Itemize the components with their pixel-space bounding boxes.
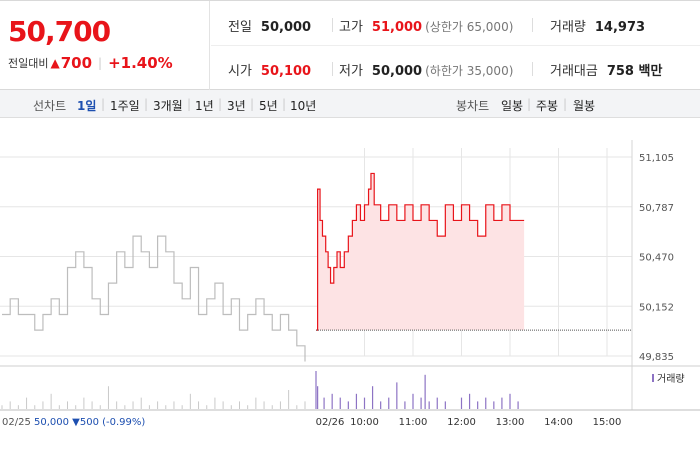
divider: | <box>218 97 223 111</box>
x-tick-label: 10:00 <box>350 417 379 428</box>
period-3y[interactable]: 3년 <box>227 99 246 113</box>
info-value: 51,000 <box>371 20 423 35</box>
chart-grid <box>0 140 700 411</box>
divider <box>211 45 700 46</box>
volume-legend-swatch <box>652 374 654 382</box>
divider <box>332 18 333 32</box>
prev-day-date-label: 02/25 <box>2 417 31 428</box>
info-sub: (하한가 35,000) <box>425 64 514 78</box>
volume-legend-label: 거래량 <box>657 373 685 385</box>
info-value: 758 백만 <box>606 64 663 79</box>
info-key: 거래대금 <box>550 64 598 79</box>
prev-day-line <box>2 235 306 362</box>
today-fill <box>316 173 525 331</box>
x-tick-label: 12:00 <box>447 417 476 428</box>
y-axis: 51,105 50,787 50,470 50,152 49,835 <box>639 153 674 363</box>
divider <box>532 18 533 32</box>
divider: | <box>144 97 149 111</box>
candle-daily[interactable]: 일봉 <box>501 99 524 113</box>
info-prev-close: 전일 50,000 <box>228 16 311 35</box>
divider <box>332 62 333 76</box>
y-tick-label: 51,105 <box>639 153 674 164</box>
info-key: 저가 <box>339 64 363 79</box>
x-tick-label: 15:00 <box>593 417 622 428</box>
prev-day-close-label: 50,000 ▼500 (-0.99%) <box>34 417 145 428</box>
price-box: 50,700 전일대비 ▲ 700 | +1.40% <box>0 1 210 90</box>
info-volume: 거래량 14,973 <box>550 16 645 35</box>
info-key: 시가 <box>228 64 252 79</box>
y-tick-label: 49,835 <box>639 352 674 363</box>
info-key: 전일 <box>228 20 252 35</box>
info-trade-value: 거래대금 758 백만 <box>550 60 662 79</box>
change-percent: +1.40% <box>108 54 173 72</box>
x-tick-label: 14:00 <box>544 417 573 428</box>
price-chart: 51,105 50,787 50,470 50,152 49,835 거래량 02/25… <box>0 140 700 428</box>
prev-day-area <box>2 235 306 362</box>
info-key: 고가 <box>339 20 363 35</box>
x-axis: 02/25 50,000 ▼500 (-0.99%) 02/26 10:00 11:00… <box>2 417 621 428</box>
info-value: 50,000 <box>260 20 312 35</box>
divider: | <box>527 97 532 111</box>
line-chart-label: 선차트 <box>33 99 67 113</box>
price-change: 전일대비 ▲ 700 | +1.40% <box>8 54 209 72</box>
period-1y[interactable]: 1년 <box>195 99 214 113</box>
info-open: 시가 50,100 <box>228 60 311 79</box>
divider <box>532 62 533 76</box>
info-sub: (상한가 65,000) <box>425 20 514 34</box>
divider: | <box>282 97 287 111</box>
period-5y[interactable]: 5년 <box>259 99 278 113</box>
volume-chart: 거래량 <box>1 371 685 409</box>
y-tick-label: 50,787 <box>639 203 674 214</box>
candle-monthly[interactable]: 월봉 <box>573 99 596 113</box>
info-low: 저가 50,000 (하한가 35,000) <box>339 60 513 79</box>
change-divider: | <box>98 56 103 70</box>
divider: | <box>250 97 255 111</box>
divider: | <box>187 97 192 111</box>
today-area <box>316 172 632 331</box>
divider: | <box>563 97 568 111</box>
period-1w[interactable]: 1주일 <box>110 99 140 113</box>
info-key: 거래량 <box>550 20 586 35</box>
x-tick-label: 02/26 <box>316 417 345 428</box>
divider: | <box>101 97 106 111</box>
today-line <box>316 172 525 331</box>
info-value: 50,100 <box>260 64 312 79</box>
change-amount: 700 <box>60 54 93 72</box>
y-tick-label: 50,152 <box>639 302 674 313</box>
y-tick-label: 50,470 <box>639 253 674 264</box>
info-high: 고가 51,000 (상한가 65,000) <box>339 16 513 35</box>
period-10y[interactable]: 10년 <box>290 99 317 113</box>
change-label: 전일대비 <box>8 57 49 70</box>
up-triangle-icon: ▲ <box>50 56 60 70</box>
candle-chart-label: 봉차트 <box>456 99 490 113</box>
period-3m[interactable]: 3개월 <box>153 99 183 113</box>
current-price: 50,700 <box>8 15 111 48</box>
x-tick-label: 13:00 <box>496 417 525 428</box>
info-value: 14,973 <box>594 20 646 35</box>
x-tick-label: 11:00 <box>399 417 428 428</box>
stock-summary: 50,700 전일대비 ▲ 700 | +1.40% 전일 50,000 고가 51… <box>0 0 700 90</box>
info-value: 50,000 <box>371 64 423 79</box>
candle-weekly[interactable]: 주봉 <box>536 99 559 113</box>
period-1d[interactable]: 1일 <box>77 99 97 113</box>
chart-toolbar: 선차트 1일 | 1주일 | 3개월 | 1년 | 3년 | 5년 | 10년 … <box>0 90 700 118</box>
